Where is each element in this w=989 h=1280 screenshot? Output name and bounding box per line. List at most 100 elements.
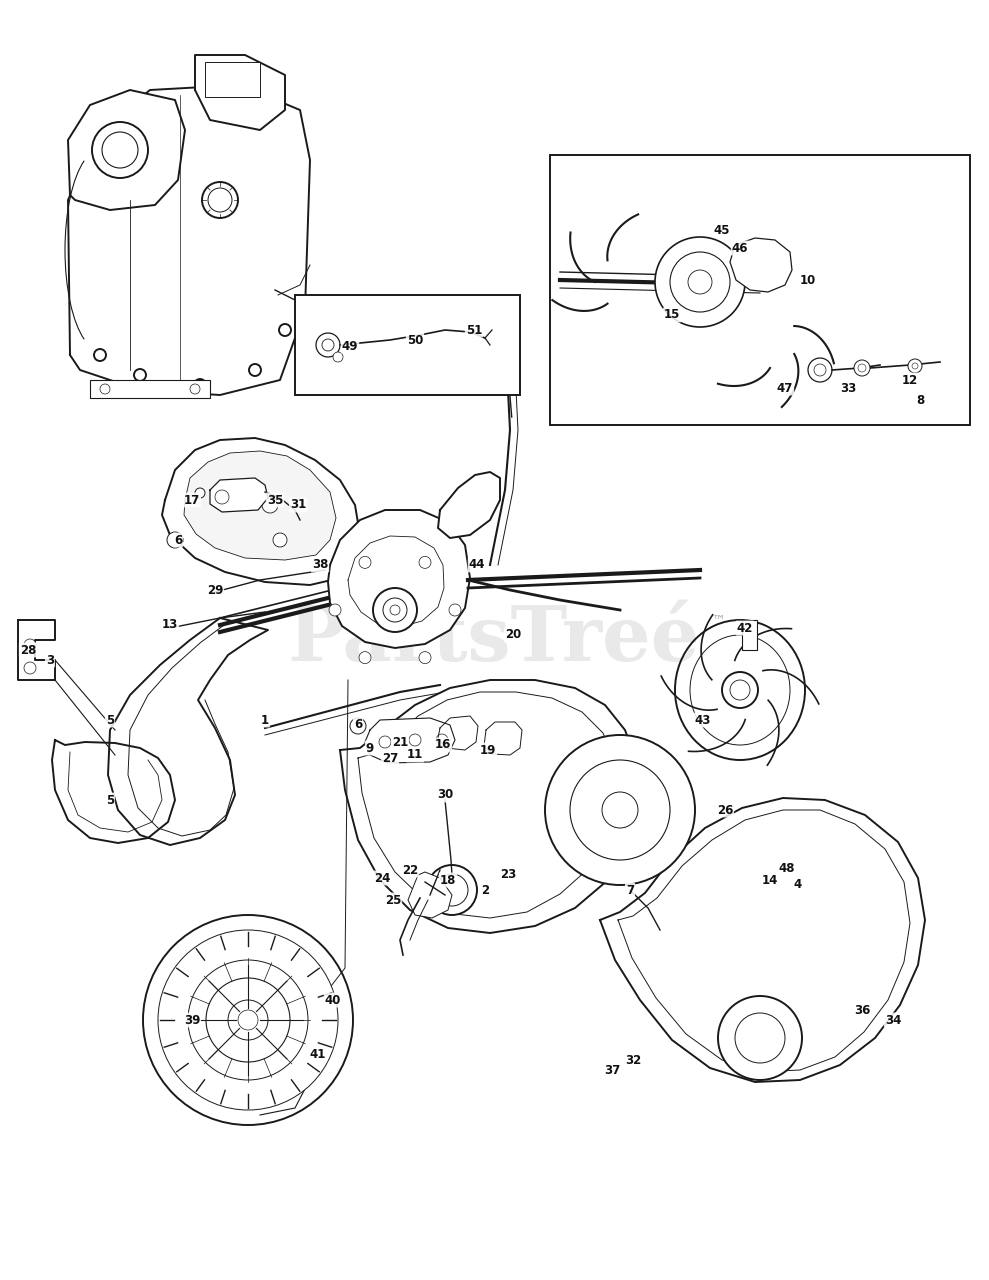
Text: 5: 5 [106, 713, 114, 727]
Circle shape [273, 532, 287, 547]
Circle shape [206, 978, 290, 1062]
Circle shape [670, 252, 730, 312]
Bar [205, 61, 260, 97]
Circle shape [333, 352, 343, 362]
Circle shape [359, 557, 371, 568]
Circle shape [449, 604, 461, 616]
Circle shape [912, 364, 918, 369]
Text: 47: 47 [776, 381, 793, 394]
Text: 33: 33 [840, 381, 856, 394]
Bar [90, 380, 210, 398]
Circle shape [94, 349, 106, 361]
Text: 9: 9 [366, 741, 374, 754]
Circle shape [722, 672, 758, 708]
Text: 28: 28 [20, 644, 37, 657]
Text: 36: 36 [854, 1004, 870, 1016]
Circle shape [436, 874, 468, 906]
Circle shape [167, 532, 183, 548]
Circle shape [100, 384, 110, 394]
Text: 44: 44 [469, 558, 486, 571]
Text: 26: 26 [717, 804, 733, 817]
Text: 3: 3 [45, 654, 54, 667]
Circle shape [858, 364, 866, 372]
Text: 7: 7 [626, 883, 634, 896]
Text: 27: 27 [382, 751, 399, 764]
Text: 1: 1 [261, 713, 269, 727]
Text: 22: 22 [402, 864, 418, 877]
Text: 4: 4 [794, 878, 802, 891]
Polygon shape [438, 472, 500, 538]
Polygon shape [210, 477, 268, 512]
Circle shape [279, 324, 291, 335]
Text: 49: 49 [342, 339, 358, 352]
Circle shape [92, 122, 148, 178]
Polygon shape [484, 722, 522, 755]
Circle shape [316, 333, 340, 357]
Text: 31: 31 [290, 498, 307, 512]
Text: 12: 12 [902, 374, 918, 387]
Circle shape [427, 865, 477, 915]
Circle shape [143, 915, 353, 1125]
Polygon shape [365, 718, 455, 763]
Circle shape [208, 188, 232, 212]
Text: 24: 24 [374, 872, 391, 884]
Circle shape [238, 1010, 258, 1030]
Bar [742, 620, 757, 650]
Circle shape [228, 1000, 268, 1039]
Text: 5: 5 [106, 794, 114, 806]
Text: ™: ™ [712, 613, 726, 627]
FancyBboxPatch shape [295, 294, 520, 396]
Polygon shape [348, 536, 444, 627]
Polygon shape [328, 509, 470, 648]
Circle shape [322, 339, 334, 351]
Text: 23: 23 [499, 869, 516, 882]
Text: 41: 41 [310, 1048, 326, 1061]
Text: 14: 14 [762, 873, 778, 887]
Text: 2: 2 [481, 883, 490, 896]
Text: 43: 43 [695, 713, 711, 727]
Circle shape [379, 736, 391, 748]
Circle shape [215, 490, 229, 504]
Text: 29: 29 [207, 584, 224, 596]
Circle shape [390, 605, 400, 614]
Polygon shape [730, 238, 792, 292]
Text: 25: 25 [385, 893, 402, 906]
Polygon shape [18, 620, 55, 680]
Polygon shape [68, 90, 185, 210]
Text: 8: 8 [916, 393, 924, 407]
Text: 6: 6 [174, 534, 182, 547]
Circle shape [188, 960, 308, 1080]
Text: 17: 17 [184, 494, 200, 507]
Circle shape [383, 598, 407, 622]
Circle shape [419, 652, 431, 663]
Text: 42: 42 [737, 622, 754, 635]
Circle shape [262, 497, 278, 513]
Circle shape [350, 718, 366, 733]
Circle shape [854, 360, 870, 376]
Circle shape [134, 369, 146, 381]
Circle shape [718, 996, 802, 1080]
Text: 15: 15 [664, 308, 680, 321]
Circle shape [545, 735, 695, 884]
Circle shape [570, 760, 670, 860]
Circle shape [908, 358, 922, 372]
Circle shape [249, 364, 261, 376]
Text: 40: 40 [324, 993, 341, 1006]
Text: 30: 30 [437, 788, 453, 801]
Circle shape [359, 652, 371, 663]
Polygon shape [340, 680, 640, 933]
Circle shape [102, 132, 138, 168]
Circle shape [436, 733, 448, 746]
Circle shape [329, 604, 341, 616]
Circle shape [373, 588, 417, 632]
Circle shape [735, 1012, 785, 1062]
Circle shape [419, 557, 431, 568]
Circle shape [655, 237, 745, 326]
Circle shape [194, 379, 206, 390]
Polygon shape [618, 810, 910, 1073]
Text: 11: 11 [406, 749, 423, 762]
Circle shape [24, 662, 36, 675]
Circle shape [202, 182, 238, 218]
Text: 50: 50 [406, 334, 423, 347]
Text: 13: 13 [162, 618, 178, 631]
